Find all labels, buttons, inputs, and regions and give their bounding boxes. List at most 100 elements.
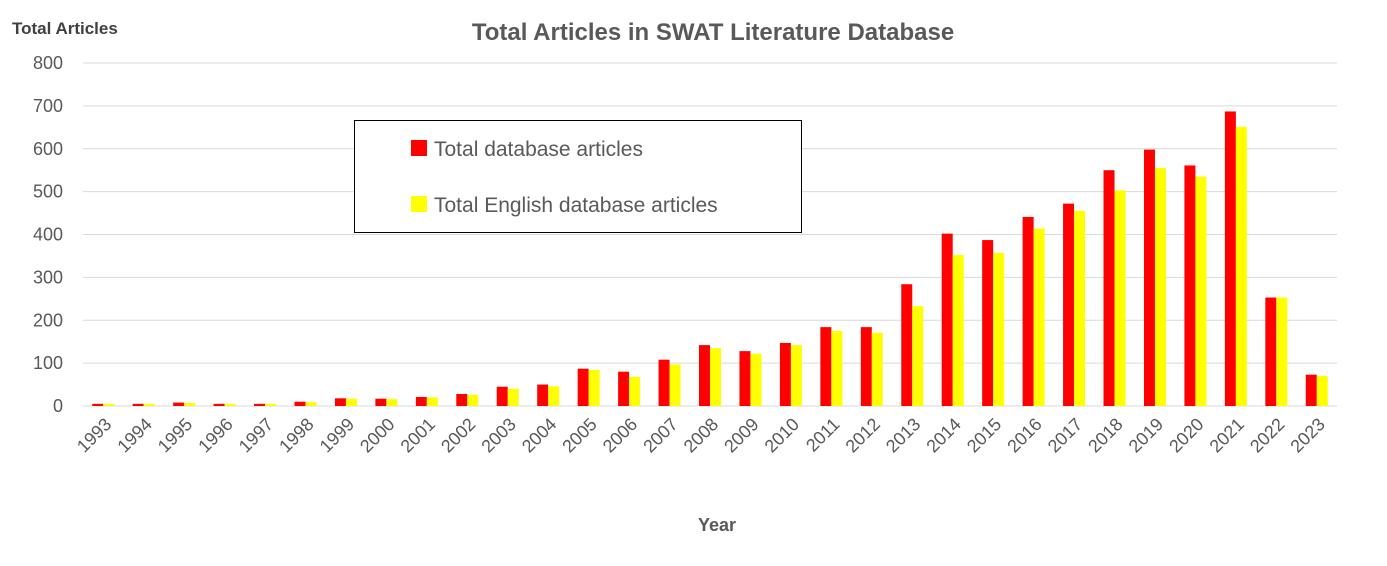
bar-english <box>305 402 317 406</box>
bar-english <box>1316 375 1328 406</box>
x-tick-label: 2006 <box>599 414 641 456</box>
bar-total <box>213 403 225 406</box>
y-tick-label: 400 <box>33 225 63 245</box>
x-tick-label: 1998 <box>275 414 317 456</box>
y-tick-label: 800 <box>33 53 63 73</box>
x-tick-label: 1993 <box>73 414 115 456</box>
bar-english <box>345 398 357 406</box>
bar-english <box>1276 297 1288 406</box>
x-axis-title: Year <box>698 515 736 535</box>
bar-total <box>173 402 185 406</box>
legend: Total database articles Total English da… <box>354 120 802 233</box>
bar-english <box>265 403 277 406</box>
x-tick-label: 1997 <box>235 414 277 456</box>
bar-english <box>993 252 1005 406</box>
y-axis-ticks: 0 100 200 300 400 500 600 700 800 <box>33 53 63 416</box>
x-tick-label: 2012 <box>842 414 884 456</box>
x-axis-ticks: 1993199419951996199719981999200020012002… <box>73 414 1329 456</box>
bar-english <box>467 394 479 406</box>
x-tick-label: 2007 <box>639 414 681 456</box>
bar-english <box>143 403 155 406</box>
bar-total <box>415 396 427 406</box>
bar-total <box>658 359 670 406</box>
x-tick-label: 2017 <box>1044 414 1086 456</box>
x-tick-label: 2018 <box>1084 414 1126 456</box>
bar-total <box>456 393 468 406</box>
legend-swatch-english <box>411 196 427 212</box>
x-tick-label: 2019 <box>1125 414 1167 456</box>
x-tick-label: 2016 <box>1003 414 1045 456</box>
legend-swatch-total <box>411 140 427 156</box>
x-tick-label: 2011 <box>802 414 844 456</box>
bar-english <box>871 332 883 406</box>
bar-english <box>790 345 802 406</box>
y-tick-label: 100 <box>33 353 63 373</box>
bar-total <box>982 240 994 406</box>
bar-total <box>132 403 144 406</box>
bar-total <box>1265 297 1277 406</box>
bar-english <box>507 388 519 406</box>
bar-english <box>710 348 721 406</box>
x-tick-label: 2004 <box>518 414 560 456</box>
y-tick-label: 200 <box>33 310 63 330</box>
bar-total <box>92 403 104 406</box>
bar-total <box>496 386 508 406</box>
bar-english <box>1033 228 1045 406</box>
x-tick-label: 2021 <box>1206 414 1248 456</box>
x-tick-label: 2009 <box>720 414 762 456</box>
x-tick-label: 2013 <box>882 414 924 456</box>
bar-total <box>334 398 346 406</box>
bar-total <box>618 371 630 406</box>
x-tick-label: 2014 <box>922 414 964 456</box>
bar-total <box>1224 111 1236 406</box>
bars <box>92 111 1328 407</box>
bar-total <box>1103 170 1115 406</box>
bar-english <box>103 403 115 406</box>
bar-english <box>750 353 762 406</box>
legend-label-total: Total database articles <box>434 138 643 161</box>
bar-english <box>548 386 560 406</box>
bar-english <box>912 306 924 406</box>
bar-total <box>779 342 791 406</box>
bar-total <box>699 345 710 406</box>
bar-english <box>386 399 398 406</box>
bar-english <box>184 402 196 406</box>
bar-english <box>1195 176 1207 406</box>
bar-total <box>739 351 751 406</box>
x-tick-label: 2020 <box>1165 414 1207 456</box>
bar-english <box>1074 210 1086 406</box>
x-tick-label: 2000 <box>356 414 398 456</box>
bar-total <box>1184 165 1196 406</box>
legend-box <box>354 120 802 233</box>
x-tick-label: 2005 <box>558 414 600 456</box>
x-tick-label: 1994 <box>113 414 155 456</box>
x-tick-label: 1999 <box>316 414 358 456</box>
bar-english <box>952 255 964 406</box>
legend-label-english: Total English database articles <box>434 194 718 217</box>
bar-english <box>669 364 681 406</box>
bar-total <box>1143 149 1155 407</box>
bar-total <box>941 233 953 406</box>
y-tick-label: 0 <box>53 396 63 416</box>
bar-total <box>1063 203 1075 406</box>
bar-total <box>1305 374 1317 406</box>
bar-english <box>426 397 438 406</box>
bar-total <box>294 401 306 406</box>
bar-total <box>577 368 589 406</box>
bar-english <box>629 376 641 406</box>
x-tick-label: 2002 <box>437 414 479 456</box>
bar-english <box>1114 190 1126 406</box>
x-tick-label: 2023 <box>1287 414 1329 456</box>
bar-english <box>588 369 600 406</box>
y-tick-label: 600 <box>33 139 63 159</box>
x-tick-label: 2003 <box>477 414 519 456</box>
bar-english <box>224 403 236 406</box>
x-tick-label: 2008 <box>680 414 722 456</box>
bar-total <box>1022 216 1034 406</box>
y-tick-label: 500 <box>33 182 63 202</box>
bar-english <box>1235 126 1247 406</box>
bar-total <box>537 384 549 406</box>
y-tick-label: 700 <box>33 96 63 116</box>
chart-title: Total Articles in SWAT Literature Databa… <box>472 19 954 46</box>
